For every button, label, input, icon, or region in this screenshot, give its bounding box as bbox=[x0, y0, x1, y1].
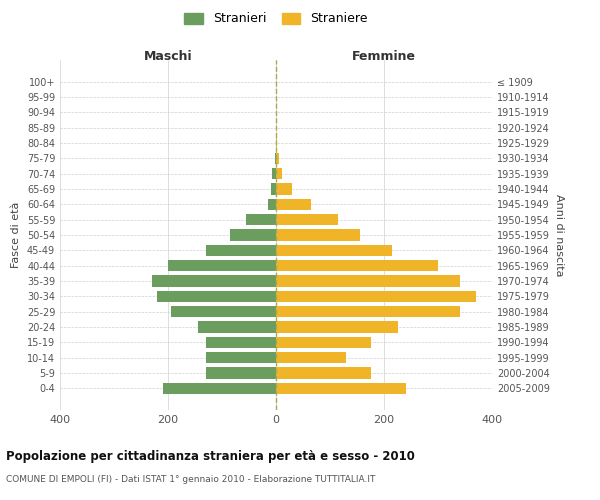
Bar bbox=[198, 322, 276, 333]
Bar bbox=[276, 352, 346, 364]
Bar bbox=[276, 260, 438, 272]
Bar bbox=[206, 352, 276, 364]
Bar bbox=[230, 229, 276, 241]
Text: Popolazione per cittadinanza straniera per età e sesso - 2010: Popolazione per cittadinanza straniera p… bbox=[6, 450, 415, 463]
Bar bbox=[271, 183, 276, 194]
Bar bbox=[152, 276, 276, 287]
Bar bbox=[276, 244, 392, 256]
Bar bbox=[206, 244, 276, 256]
Y-axis label: Fasce di età: Fasce di età bbox=[11, 202, 21, 268]
Text: Femmine: Femmine bbox=[352, 50, 416, 64]
Y-axis label: Anni di nascita: Anni di nascita bbox=[554, 194, 563, 276]
Bar bbox=[206, 368, 276, 379]
Bar bbox=[276, 306, 460, 318]
Bar bbox=[206, 336, 276, 348]
Bar bbox=[276, 229, 360, 241]
Bar bbox=[276, 336, 371, 348]
Bar bbox=[276, 276, 460, 287]
Bar bbox=[276, 183, 292, 194]
Bar bbox=[276, 152, 278, 164]
Bar bbox=[247, 214, 276, 226]
Bar bbox=[272, 168, 276, 179]
Bar bbox=[171, 306, 276, 318]
Bar bbox=[276, 137, 277, 148]
Text: COMUNE DI EMPOLI (FI) - Dati ISTAT 1° gennaio 2010 - Elaborazione TUTTITALIA.IT: COMUNE DI EMPOLI (FI) - Dati ISTAT 1° ge… bbox=[6, 475, 376, 484]
Bar bbox=[268, 198, 276, 210]
Bar bbox=[157, 290, 276, 302]
Legend: Stranieri, Straniere: Stranieri, Straniere bbox=[181, 8, 371, 29]
Bar bbox=[276, 368, 371, 379]
Bar bbox=[276, 382, 406, 394]
Text: Maschi: Maschi bbox=[143, 50, 193, 64]
Bar bbox=[276, 214, 338, 226]
Bar bbox=[163, 382, 276, 394]
Bar bbox=[275, 152, 276, 164]
Bar bbox=[276, 290, 476, 302]
Bar bbox=[168, 260, 276, 272]
Bar bbox=[276, 168, 283, 179]
Bar bbox=[276, 198, 311, 210]
Bar bbox=[276, 322, 398, 333]
